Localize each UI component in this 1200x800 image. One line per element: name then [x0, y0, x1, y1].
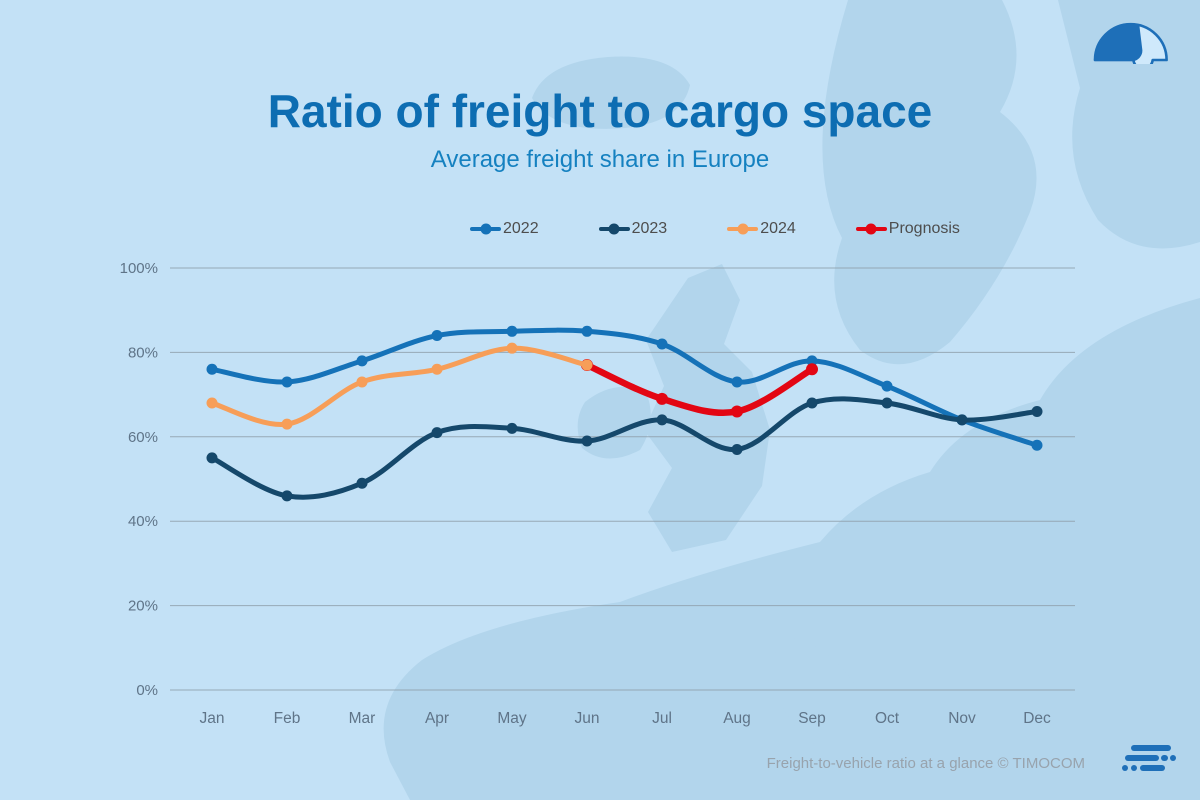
brand-mark-row — [1121, 764, 1177, 771]
map-landmass — [644, 264, 770, 552]
page-subtitle: Average freight share in Europe — [430, 146, 770, 173]
brand-bar — [1130, 745, 1171, 751]
timocom-brand-mark-icon — [1121, 745, 1177, 775]
x-axis-tick-label: Jul — [652, 710, 672, 727]
grid: 0% 20% 40% 60% 80% 100% — [120, 260, 1075, 699]
brand-mark-row — [1122, 754, 1176, 761]
series-line — [583, 361, 816, 417]
x-axis-tick-label: Oct — [875, 710, 900, 727]
series-2022 — [206, 325, 1043, 451]
data-point — [281, 418, 293, 430]
y-axis-tick-label: 20% — [128, 598, 158, 615]
data-point — [356, 376, 368, 388]
brand-bar — [1139, 764, 1165, 771]
map-landmass — [768, 638, 916, 800]
map-landmass — [1058, 0, 1200, 249]
legend-item-prognosis: Prognosis — [855, 220, 960, 238]
legend-item-2022: 2022 — [470, 220, 539, 238]
legend-item-2024: 2024 — [727, 220, 796, 238]
brand-dot — [1161, 754, 1168, 761]
series-line — [209, 396, 1040, 500]
legend-label: 2022 — [503, 220, 539, 237]
legend-label: 2023 — [631, 220, 668, 237]
gauge-fill — [1093, 23, 1143, 62]
x-axis: Jan Feb Mar Apr May Jun Jul Aug Sep Oct Nov Dec — [200, 710, 1052, 727]
y-axis-tick-label: 100% — [120, 260, 158, 277]
x-axis-tick-label: Jan — [200, 710, 225, 727]
legend-item-2023: 2023 — [598, 220, 668, 238]
data-point — [881, 380, 893, 392]
data-point — [806, 397, 818, 409]
legend-marker-dot — [608, 223, 620, 235]
data-point — [431, 330, 443, 342]
data-point — [581, 325, 593, 337]
y-axis-tick-label: 40% — [128, 513, 158, 530]
data-point — [1031, 439, 1043, 451]
footer-caption: Freight-to-vehicle ratio at a glance © T… — [766, 755, 1085, 772]
data-point — [506, 342, 518, 354]
data-point — [431, 427, 443, 439]
data-point — [206, 452, 218, 464]
series-2023 — [206, 396, 1043, 502]
data-point — [356, 355, 368, 367]
x-axis-tick-label: Nov — [948, 710, 976, 727]
x-axis-tick-label: May — [497, 710, 527, 727]
legend-marker-dot — [865, 223, 877, 235]
map-landmass — [822, 0, 1037, 365]
x-axis-tick-label: Sep — [798, 710, 826, 727]
data-point — [281, 490, 293, 502]
data-point — [806, 363, 818, 376]
legend-marker — [855, 223, 887, 235]
legend-marker — [470, 223, 501, 235]
data-point — [656, 338, 668, 350]
page-title: Ratio of freight to cargo space — [267, 85, 933, 137]
legend-marker-dot — [737, 223, 749, 235]
data-point — [506, 325, 518, 337]
brand-dot — [1130, 764, 1137, 771]
y-axis-tick-label: 60% — [128, 429, 158, 446]
data-point — [656, 392, 668, 405]
x-axis-tick-label: Feb — [274, 710, 301, 727]
x-axis-tick-label: Apr — [425, 710, 449, 727]
data-point — [431, 363, 443, 375]
data-point — [881, 397, 893, 409]
brand-dot — [1169, 754, 1176, 761]
data-point — [731, 376, 743, 388]
data-point — [581, 435, 593, 447]
data-point — [731, 443, 743, 455]
data-point — [656, 414, 668, 426]
chart-legend: 2022 2023 2024 Prognosis — [470, 220, 960, 238]
data-point — [281, 376, 293, 388]
gauge-icon — [1093, 22, 1168, 64]
data-point — [581, 359, 593, 371]
x-axis-tick-label: Jun — [575, 710, 600, 727]
legend-label: Prognosis — [888, 220, 960, 237]
series-2024 — [206, 342, 593, 430]
y-axis-tick-label: 0% — [136, 682, 158, 699]
x-axis-tick-label: Dec — [1023, 710, 1051, 727]
data-point — [206, 363, 218, 375]
map-landmass — [532, 56, 690, 129]
legend-label: 2024 — [760, 220, 796, 237]
legend-marker-dot — [480, 223, 491, 235]
map-landmass — [383, 298, 1200, 800]
legend-marker — [727, 223, 759, 235]
y-axis-tick-label: 80% — [128, 344, 158, 361]
data-point — [956, 414, 968, 426]
legend-marker — [598, 223, 630, 235]
data-point — [356, 477, 368, 489]
data-point — [1031, 405, 1043, 417]
brand-mark-row — [1122, 745, 1177, 751]
x-axis-tick-label: Aug — [723, 710, 751, 727]
x-axis-tick-label: Mar — [349, 710, 376, 727]
brand-bar — [1124, 754, 1159, 761]
brand-dot — [1121, 764, 1128, 771]
data-point — [206, 397, 218, 409]
data-point — [731, 405, 743, 418]
data-point — [806, 355, 818, 367]
data-point — [506, 422, 518, 434]
series-line — [209, 345, 590, 427]
